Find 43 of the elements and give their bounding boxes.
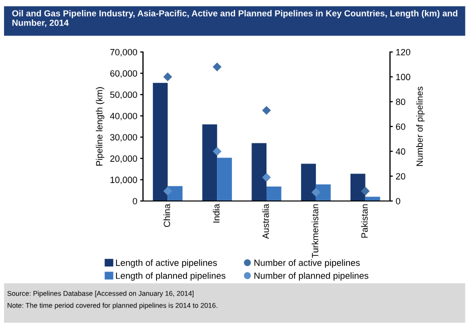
x-tick-label: Australia	[262, 204, 269, 239]
bar	[202, 124, 218, 201]
point	[212, 147, 222, 156]
legend-label: Number of active pipelines	[254, 259, 360, 268]
y2-tick-label: 60	[396, 123, 406, 130]
y2-tick-label: 0	[396, 198, 400, 204]
bar	[301, 164, 316, 201]
y-tick-label: 0	[132, 198, 138, 204]
chart-title: Oil and Gas Pipeline Industry, Asia-Pacific, Active and Planned Pipelines in Key Countries, Length (km) and Number, 2014	[12, 10, 458, 28]
y-tick-label: 30,000	[110, 134, 138, 142]
point	[212, 62, 222, 72]
y-tick-label: 10,000	[110, 176, 138, 184]
legend-label: Number of planned pipelines	[254, 272, 368, 281]
point	[262, 173, 271, 182]
x-tick-label: India	[212, 204, 220, 223]
x-tick-label: China	[163, 204, 170, 227]
y2-tick-label: 40	[396, 148, 406, 155]
legend-label: Length of planned pipelines	[116, 272, 226, 281]
point	[164, 72, 172, 81]
y-tick-label: 60,000	[110, 70, 138, 78]
y-tick-label: 20,000	[110, 155, 138, 163]
bar	[365, 196, 380, 201]
y2-tick-label: 20	[396, 173, 406, 180]
x-tick-label: Pakistan	[361, 204, 368, 238]
point	[312, 188, 320, 196]
y2-tick-label: 120	[396, 48, 410, 56]
y2-tick-label: 100	[396, 74, 410, 80]
x-tick-label: Turkmenistan	[312, 204, 318, 258]
y2-tick-label: 80	[396, 98, 406, 106]
point	[262, 106, 271, 114]
bar	[350, 174, 366, 201]
y-tick-label: 40,000	[110, 112, 138, 120]
point	[164, 186, 172, 196]
bar	[152, 82, 168, 201]
y2-axis-title: Number of pipelines	[416, 86, 425, 166]
point	[361, 186, 370, 196]
bar	[217, 158, 232, 201]
y-axis-title: Pipeline length (km)	[96, 87, 104, 166]
legend-label: Length of active pipelines	[116, 259, 217, 268]
y-tick-label: 70,000	[110, 48, 138, 56]
bar	[266, 186, 282, 201]
bar	[252, 143, 266, 201]
y-tick-label: 50,000	[110, 92, 138, 99]
